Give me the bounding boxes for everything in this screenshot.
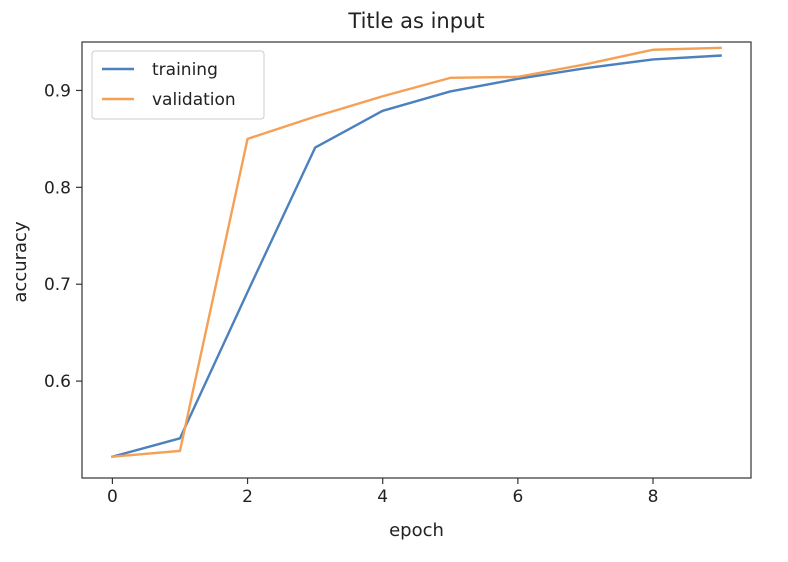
x-tick-label: 6: [512, 487, 523, 507]
legend: training validation: [91, 50, 265, 120]
plot-layer: [110, 46, 722, 459]
series-line-training: [110, 54, 722, 459]
y-axis-label: accuracy: [10, 221, 31, 303]
y-tick-label: 0.9: [44, 81, 71, 101]
x-tick-label: 4: [377, 487, 388, 507]
x-axis-label: epoch: [389, 520, 444, 541]
y-tick-label: 0.6: [44, 372, 71, 392]
tick-layer: 0 2 4 6 8 0.6 0.7 0.8 0.9: [44, 81, 658, 507]
y-tick-label: 0.8: [44, 178, 71, 198]
legend-box: [91, 50, 265, 120]
legend-label-training: training: [152, 60, 218, 80]
x-tick-label: 8: [648, 487, 659, 507]
plot-frame: [81, 41, 752, 479]
legend-label-validation: validation: [152, 90, 236, 110]
x-tick-label: 0: [107, 487, 118, 507]
series-line-validation: [111, 46, 722, 458]
y-tick-label: 0.7: [44, 275, 71, 295]
x-tick-label: 2: [242, 487, 253, 507]
chart-title: Title as input: [347, 9, 484, 33]
